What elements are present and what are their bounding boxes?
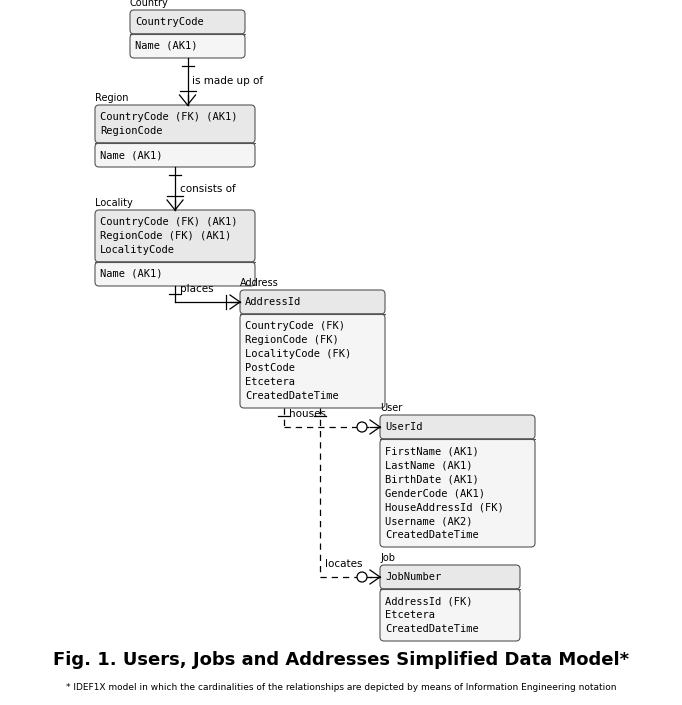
Text: CountryCode (FK) (AK1): CountryCode (FK) (AK1): [100, 112, 237, 122]
Text: Etcetera: Etcetera: [245, 377, 295, 387]
FancyBboxPatch shape: [130, 10, 245, 34]
Text: GenderCode (AK1): GenderCode (AK1): [385, 488, 485, 498]
Text: HouseAddressId (FK): HouseAddressId (FK): [385, 502, 504, 512]
Text: Etcetera: Etcetera: [385, 610, 435, 620]
Text: AddressId: AddressId: [245, 297, 301, 307]
FancyBboxPatch shape: [130, 34, 245, 58]
Text: places: places: [180, 284, 213, 294]
Text: RegionCode (FK) (AK1): RegionCode (FK) (AK1): [100, 231, 231, 241]
Circle shape: [357, 422, 367, 432]
Text: CountryCode (FK): CountryCode (FK): [245, 321, 345, 331]
Text: LocalityCode (FK): LocalityCode (FK): [245, 349, 351, 359]
Text: Name (AK1): Name (AK1): [135, 41, 198, 51]
Text: Name (AK1): Name (AK1): [100, 269, 162, 279]
Text: AddressId (FK): AddressId (FK): [385, 596, 473, 606]
Text: Region: Region: [95, 93, 128, 103]
Text: FirstName (AK1): FirstName (AK1): [385, 446, 479, 456]
FancyBboxPatch shape: [380, 439, 535, 547]
Text: LocalityCode: LocalityCode: [100, 245, 175, 255]
FancyBboxPatch shape: [95, 143, 255, 167]
Text: CountryCode (FK) (AK1): CountryCode (FK) (AK1): [100, 217, 237, 227]
FancyBboxPatch shape: [240, 290, 385, 314]
FancyBboxPatch shape: [240, 314, 385, 408]
Text: CreatedDateTime: CreatedDateTime: [245, 391, 339, 401]
Text: Fig. 1. Users, Jobs and Addresses Simplified Data Model*: Fig. 1. Users, Jobs and Addresses Simpli…: [53, 651, 629, 669]
FancyBboxPatch shape: [380, 415, 535, 439]
Text: PostCode: PostCode: [245, 363, 295, 373]
Text: consists of: consists of: [180, 183, 236, 193]
Text: LastName (AK1): LastName (AK1): [385, 460, 473, 470]
Text: JobNumber: JobNumber: [385, 572, 441, 582]
Text: RegionCode: RegionCode: [100, 126, 162, 136]
FancyBboxPatch shape: [95, 262, 255, 286]
Text: Country: Country: [130, 0, 168, 8]
Text: is made up of: is made up of: [192, 77, 264, 87]
Text: * IDEF1X model in which the cardinalities of the relationships are depicted by m: * IDEF1X model in which the cardinalitie…: [65, 682, 617, 692]
Text: Name (AK1): Name (AK1): [100, 150, 162, 160]
Text: User: User: [380, 403, 402, 413]
Text: UserId: UserId: [385, 422, 423, 432]
Text: BirthDate (AK1): BirthDate (AK1): [385, 474, 479, 484]
Text: locates: locates: [325, 559, 362, 569]
Text: Address: Address: [240, 278, 279, 288]
FancyBboxPatch shape: [95, 105, 255, 143]
Text: CountryCode: CountryCode: [135, 17, 204, 27]
Text: RegionCode (FK): RegionCode (FK): [245, 335, 339, 345]
Text: Job: Job: [380, 553, 395, 563]
Text: Username (AK2): Username (AK2): [385, 516, 473, 526]
Text: CreatedDateTime: CreatedDateTime: [385, 624, 479, 634]
Text: Locality: Locality: [95, 198, 133, 208]
FancyBboxPatch shape: [380, 589, 520, 641]
Text: CreatedDateTime: CreatedDateTime: [385, 530, 479, 540]
FancyBboxPatch shape: [95, 210, 255, 262]
FancyBboxPatch shape: [380, 565, 520, 589]
Text: houses: houses: [288, 409, 325, 419]
Circle shape: [357, 572, 367, 582]
